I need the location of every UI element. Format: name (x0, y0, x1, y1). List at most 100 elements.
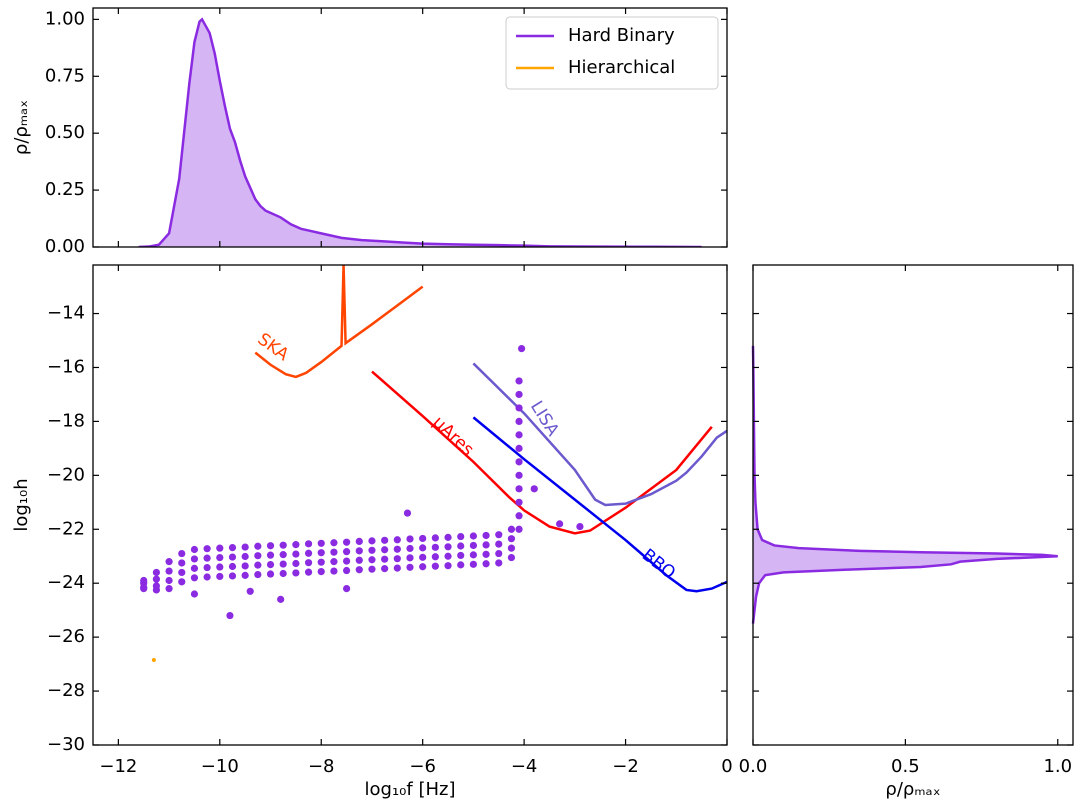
scatter-point (368, 537, 376, 545)
scatter-point (381, 555, 389, 563)
scatter-point (216, 563, 224, 571)
sensitivity-curve (254, 265, 424, 379)
x-tick-label: −8 (308, 756, 335, 777)
scatter-point (419, 534, 427, 543)
scatter-point (368, 565, 376, 573)
y-tick-label: −20 (47, 464, 85, 485)
scatter-point (515, 404, 523, 412)
scatter-point (292, 569, 300, 577)
scatter-point (515, 431, 523, 439)
scatter-point (406, 535, 414, 543)
scatter-point (381, 546, 389, 554)
scatter-point (254, 552, 262, 560)
curve-label: SKA (254, 329, 293, 365)
scatter-point (368, 556, 376, 564)
scatter-point (304, 568, 313, 576)
scatter-point (576, 522, 584, 531)
scatter-point (469, 532, 477, 540)
x-tick-label: −10 (201, 756, 239, 777)
y-tick-label: −26 (47, 626, 85, 647)
scatter-point (241, 543, 249, 551)
scatter-point (507, 535, 516, 543)
scatter-point (507, 525, 516, 533)
scatter-point (515, 390, 523, 399)
axes-frame (92, 264, 728, 746)
scatter-point (393, 564, 401, 572)
scatter-point (457, 542, 465, 550)
y-tick-label: −16 (47, 356, 85, 377)
scatter-point (515, 485, 523, 493)
scatter-point (406, 554, 414, 562)
scatter-point (482, 541, 490, 549)
y-tick-label: −24 (47, 572, 85, 593)
scatter-point (178, 568, 186, 577)
scatter-point (317, 549, 325, 557)
scatter-point (355, 537, 363, 546)
scatter-point (292, 559, 300, 568)
scatter-point (444, 552, 452, 560)
scatter-point (517, 344, 526, 353)
curve-label: LISA (526, 398, 563, 440)
y-axis-label: log₁₀h (11, 478, 32, 531)
scatter-point (279, 569, 287, 578)
scatter-point (317, 539, 325, 547)
sensitivity-curve (472, 416, 727, 593)
scatter-point (203, 545, 211, 553)
scatter-point (216, 572, 224, 581)
scatter-point (266, 560, 275, 569)
scatter-point (165, 558, 173, 566)
y-tick-label: 0.25 (45, 179, 85, 200)
y-tick-label: 0.50 (45, 122, 85, 143)
scatter-point (277, 595, 285, 603)
scatter-point (330, 567, 338, 575)
x-tick-label: −2 (612, 756, 639, 777)
scatter-point (254, 561, 262, 569)
scatter-point (279, 560, 287, 568)
x-axis-label: ρ/ρₘₐₓ (885, 779, 940, 800)
scatter-point (393, 536, 401, 544)
legend-label: Hard Binary (568, 25, 675, 46)
curve-label: μAres (429, 412, 478, 460)
scatter-point (178, 578, 186, 586)
scatter-point (279, 541, 287, 549)
scatter-point (226, 611, 234, 620)
scatter-point (444, 562, 452, 570)
scatter-point (203, 573, 211, 581)
scatter-point (343, 557, 351, 565)
scatter-point (444, 543, 452, 551)
scatter-point (393, 545, 401, 553)
scatter-point (515, 458, 523, 466)
y-tick-label: −22 (47, 518, 85, 539)
scatter-point (431, 562, 439, 570)
scatter-point (178, 559, 186, 567)
scatter-point (482, 531, 490, 540)
scatter-point (266, 570, 275, 578)
scatter-point (515, 377, 523, 385)
scatter-point (279, 551, 287, 559)
scatter-point (355, 547, 363, 555)
scatter-point (330, 539, 338, 547)
x-tick-label: 0.5 (891, 756, 920, 777)
scatter-point (304, 540, 313, 548)
scatter-point (419, 553, 427, 561)
y-tick-label: −14 (47, 303, 85, 324)
scatter-point (495, 540, 503, 548)
sensitivity-curve (472, 362, 727, 507)
scatter-point (151, 658, 156, 663)
sensitivity-curve (371, 370, 713, 535)
scatter-point (515, 444, 523, 452)
x-tick-label: 0.0 (739, 756, 768, 777)
scatter-point (304, 549, 313, 557)
scatter-point (368, 546, 376, 554)
scatter-point (178, 549, 186, 558)
scatter-point (266, 542, 275, 550)
scatter-point (165, 584, 173, 593)
scatter-point (515, 417, 523, 426)
scatter-point (152, 586, 160, 594)
legend-label: Hierarchical (568, 57, 675, 78)
y-axis-label: ρ/ρₘₐₓ (11, 100, 32, 155)
scatter-point (292, 550, 300, 558)
scatter-point (343, 566, 351, 575)
